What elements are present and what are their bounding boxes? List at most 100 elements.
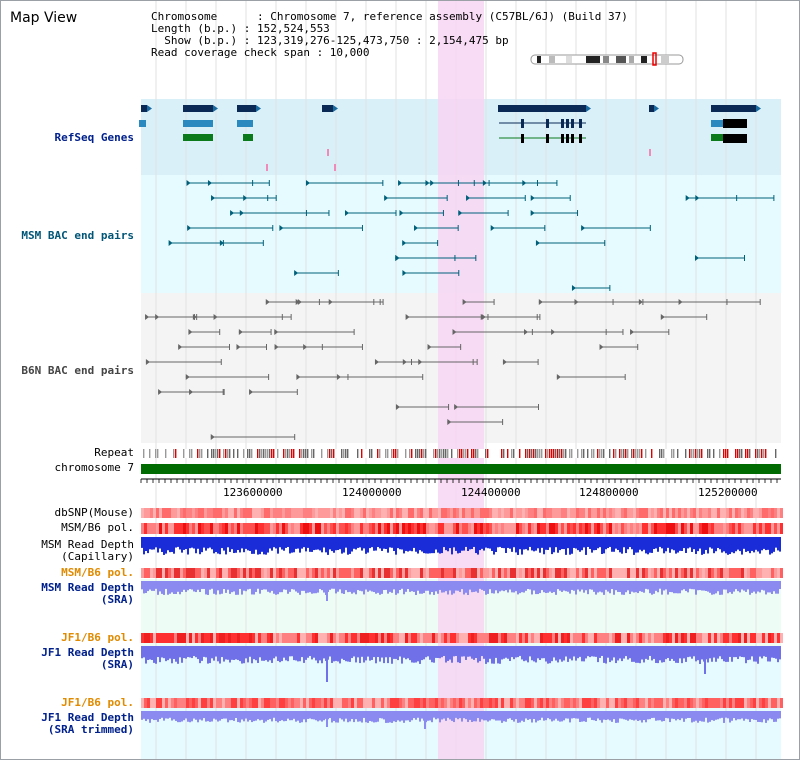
polymorphism-cell: [675, 523, 678, 534]
polymorphism-cell: [492, 698, 495, 708]
read-depth-bar: [499, 537, 501, 547]
repeat-mark: [207, 449, 209, 458]
read-depth-bar: [351, 581, 353, 594]
polymorphism-cell: [492, 568, 495, 578]
polymorphism-cell: [210, 568, 213, 578]
read-depth-bar: [193, 646, 195, 657]
polymorphism-cell: [384, 698, 387, 708]
read-depth-bar: [291, 711, 293, 721]
repeat-mark: [157, 449, 159, 458]
polymorphism-cell: [201, 698, 204, 708]
read-depth-bar: [639, 711, 641, 721]
read-depth-bar: [631, 711, 633, 720]
read-depth-bar: [351, 646, 353, 659]
read-depth-bar: [593, 646, 595, 657]
polymorphism-cell: [207, 568, 210, 578]
read-depth-bar: [763, 581, 765, 591]
read-depth-bar: [335, 711, 337, 723]
polymorphism-cell: [447, 633, 450, 643]
read-depth-bar: [291, 646, 293, 657]
read-depth-bar: [777, 711, 779, 719]
polymorphism-cell: [678, 698, 681, 708]
read-depth-bar: [317, 537, 319, 550]
read-depth-bar: [383, 537, 385, 549]
read-depth-bar: [717, 646, 719, 659]
read-depth-bar: [471, 711, 473, 723]
read-depth-bar: [757, 646, 759, 664]
polymorphism-cell: [156, 508, 159, 518]
polymorphism-cell: [447, 523, 450, 534]
polymorphism-cell: [231, 698, 234, 708]
read-depth-bar: [365, 646, 367, 661]
read-depth-bar: [387, 581, 389, 594]
polymorphism-cell: [177, 633, 180, 643]
read-depth-bar: [413, 646, 415, 663]
polymorphism-cell: [459, 633, 462, 643]
polymorphism-cell: [177, 508, 180, 518]
polymorphism-cell: [378, 523, 381, 534]
read-depth-bar: [739, 711, 741, 720]
polymorphism-cell: [621, 523, 624, 534]
polymorphism-cell: [717, 698, 720, 708]
read-depth-bar: [651, 581, 653, 595]
read-depth-bar: [225, 581, 227, 593]
polymorphism-cell: [429, 633, 432, 643]
polymorphism-cell: [159, 508, 162, 518]
polymorphism-cell: [663, 508, 666, 518]
read-depth-bar: [345, 646, 347, 662]
read-depth-bar: [617, 537, 619, 550]
polymorphism-cell: [231, 523, 234, 534]
polymorphism-cell: [366, 698, 369, 708]
polymorphism-cell: [669, 698, 672, 708]
polymorphism-cell: [411, 523, 414, 534]
read-depth-bar: [641, 646, 643, 660]
polymorphism-cell: [654, 523, 657, 534]
read-depth-bar: [283, 646, 285, 658]
polymorphism-cell: [357, 568, 360, 578]
polymorphism-cell: [711, 508, 714, 518]
b6n-bac-label[interactable]: B6N BAC end pairs: [21, 364, 134, 377]
read-depth-bar: [599, 537, 601, 548]
polymorphism-cell: [276, 523, 279, 534]
refseq-genes-label[interactable]: RefSeq Genes: [54, 131, 134, 144]
repeat-mark: [369, 449, 371, 458]
read-depth-bar: [219, 537, 221, 555]
polymorphism-cell: [591, 508, 594, 518]
read-depth-bar: [145, 581, 147, 594]
polymorphism-cell: [771, 633, 774, 643]
read-depth-bar: [473, 711, 475, 722]
read-depth-bar: [309, 537, 311, 552]
polymorphism-cell: [369, 633, 372, 643]
polymorphism-cell: [405, 508, 408, 518]
read-depth-bar: [197, 581, 199, 590]
polymorphism-cell: [228, 633, 231, 643]
repeat-mark: [763, 449, 765, 458]
polymorphism-cell: [279, 568, 282, 578]
repeat-mark: [723, 449, 725, 458]
msm-bac-label[interactable]: MSM BAC end pairs: [21, 229, 134, 242]
read-depth-bar: [331, 646, 333, 663]
read-depth-bar: [455, 537, 457, 551]
read-depth-bar: [769, 581, 771, 593]
read-depth-bar: [271, 711, 273, 722]
polymorphism-cell: [387, 508, 390, 518]
read-depth-bar: [463, 646, 465, 657]
polymorphism-cell: [594, 523, 597, 534]
polymorphism-cell: [417, 523, 420, 534]
read-depth-bar: [285, 581, 287, 590]
read-depth-bar: [177, 537, 179, 547]
polymorphism-cell: [159, 523, 162, 534]
polymorphism-cell: [630, 633, 633, 643]
polymorphism-cell: [282, 508, 285, 518]
read-depth-bar: [451, 646, 453, 663]
read-depth-bar: [697, 581, 699, 591]
polymorphism-cell: [312, 508, 315, 518]
read-depth-bar: [647, 711, 649, 720]
polymorphism-cell: [609, 568, 612, 578]
polymorphism-cell: [516, 508, 519, 518]
polymorphism-cell: [540, 523, 543, 534]
read-depth-bar: [343, 537, 345, 553]
polymorphism-cell: [381, 508, 384, 518]
repeat-mark: [249, 449, 251, 458]
polymorphism-cell: [579, 633, 582, 643]
